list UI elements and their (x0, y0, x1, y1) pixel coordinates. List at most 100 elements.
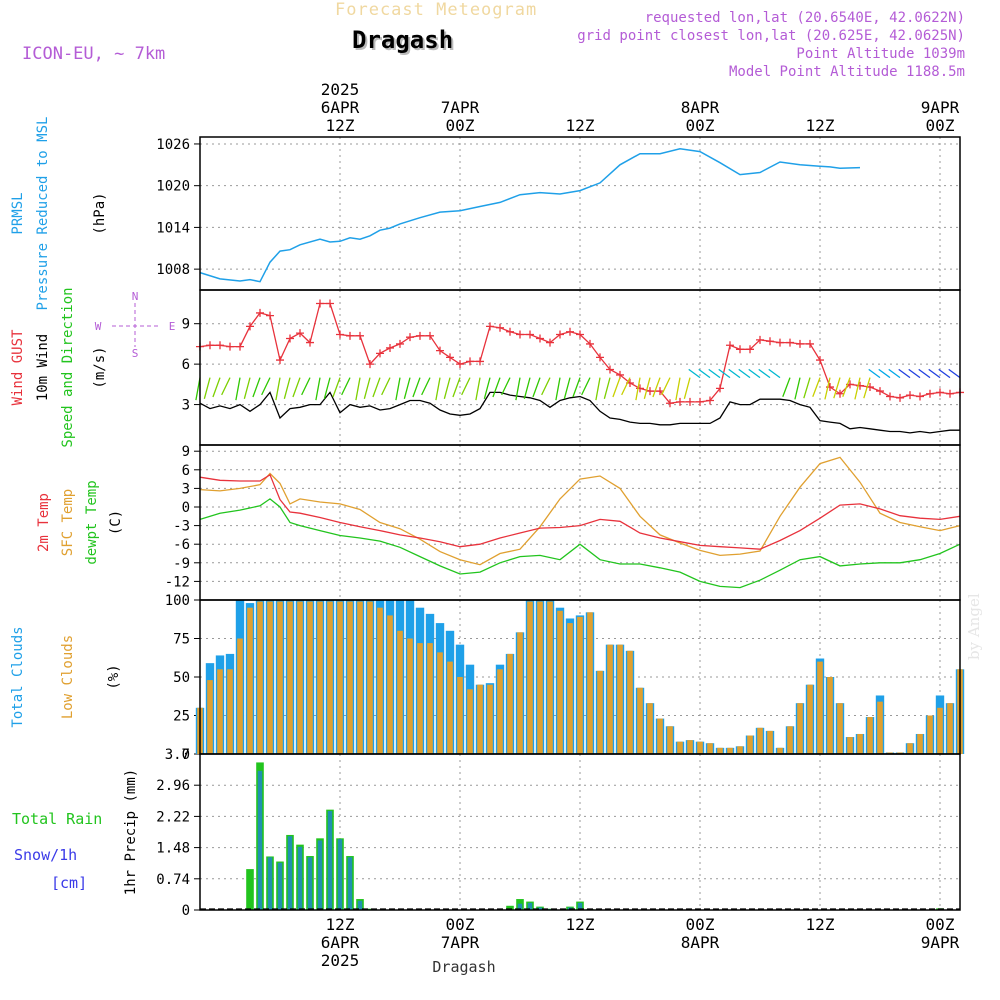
gust-marker (916, 392, 924, 401)
wind-direction-arrow (748, 368, 761, 379)
gust-marker (506, 327, 514, 336)
top-time-label: 2025 (321, 80, 360, 99)
gust-marker (226, 342, 234, 351)
low-cloud-bar (567, 623, 573, 754)
gust-marker (466, 357, 474, 366)
low-cloud-bar (467, 689, 473, 754)
wind-direction-arrow (908, 368, 921, 379)
gust-marker (436, 346, 444, 355)
low-cloud-bar (907, 743, 913, 754)
rain-legend-label: Total Rain (12, 810, 102, 828)
wind-direction-arrow (812, 377, 821, 398)
wind-direction-arrow (652, 377, 661, 398)
low-cloud-bar (857, 733, 863, 754)
wind-direction-arrow (203, 377, 211, 399)
wind-direction-arrow (878, 368, 891, 379)
low-cloud-bar (667, 726, 673, 754)
bottom-time-label: 8APR (681, 933, 720, 952)
low-cloud-bar (277, 601, 283, 754)
low-cloud-bar (607, 644, 613, 754)
gust-marker (756, 335, 764, 344)
gust-marker (876, 387, 884, 396)
low-cloud-bar (687, 740, 693, 754)
low-cloud-bar (347, 601, 353, 754)
gust-marker (666, 399, 674, 408)
top-time-label: 8APR (681, 98, 720, 117)
y-axis-label: (m/s) (92, 346, 108, 388)
gust-marker (906, 391, 914, 400)
y-tick-label: 2.96 (156, 778, 190, 794)
gust-marker (936, 388, 944, 397)
gust-marker (366, 360, 374, 369)
bottom-time-label: 00Z (446, 915, 475, 934)
low-cloud-bar (237, 638, 243, 754)
low-cloud-bar (297, 601, 303, 754)
y-tick-label: 1.48 (156, 841, 190, 857)
gust-marker (206, 341, 214, 350)
low-cloud-bar (217, 669, 223, 754)
gust-marker (836, 389, 844, 398)
wind-direction-arrow (435, 377, 441, 401)
wind-direction-arrow (612, 377, 621, 398)
low-cloud-bar (377, 607, 383, 754)
low-cloud-bar (417, 643, 423, 754)
low-cloud-bar (227, 669, 233, 754)
snow-bar (527, 902, 533, 910)
gust-marker (736, 345, 744, 354)
wind-direction-arrow (888, 368, 901, 379)
low-cloud-bar (877, 701, 883, 754)
gust-marker (596, 353, 604, 362)
compass-south: S (132, 347, 139, 360)
y-axis-label: PRMSL (10, 192, 26, 234)
gust-marker (336, 330, 344, 339)
gust-marker (766, 337, 774, 346)
gust-marker (556, 330, 564, 339)
wind-direction-arrow (501, 377, 511, 396)
top-time-label: 00Z (926, 116, 955, 135)
wind-direction-arrow (581, 377, 591, 396)
bottom-location-label: Dragash (432, 958, 495, 976)
gust-marker (926, 389, 934, 398)
y-tick-label: 9 (182, 444, 190, 460)
y-tick-label: -6 (173, 537, 190, 553)
bottom-time-label: 6APR (321, 933, 360, 952)
gust-marker (536, 334, 544, 343)
gust-marker (716, 384, 724, 393)
wind-direction-arrow (475, 377, 481, 401)
gust-marker (446, 353, 454, 362)
y-tick-label: -3 (173, 519, 190, 535)
wind-direction-arrow (341, 377, 351, 396)
gust-marker (696, 397, 704, 406)
low-cloud-bar (407, 638, 413, 754)
gust-marker (676, 397, 684, 406)
gust-marker (316, 299, 324, 308)
y-axis-label: Speed and Direction (60, 287, 76, 447)
gust-marker (646, 387, 654, 396)
grid-point-coordinates: grid point closest lon,lat (20.625E, 42.… (577, 28, 965, 44)
wind-direction-arrow (833, 377, 841, 399)
gust-marker (396, 339, 404, 348)
low-cloud-bar (647, 703, 653, 754)
y-axis-label: 10m Wind (35, 334, 51, 401)
y-tick-label: 75 (173, 632, 190, 648)
wind-direction-arrow (372, 377, 381, 398)
low-cloud-bar (207, 680, 213, 754)
low-cloud-bar (797, 703, 803, 754)
wind-direction-arrow (275, 377, 281, 401)
gust-marker (886, 392, 894, 401)
requested-coordinates: requested lon,lat (20.6540E, 42.0622N) (644, 10, 965, 26)
top-time-label: 12Z (326, 116, 355, 135)
low-cloud-bar (947, 703, 953, 754)
low-cloud-bar (487, 684, 493, 754)
gust-marker (856, 381, 864, 390)
low-cloud-bar (537, 601, 543, 754)
low-cloud-bar (937, 707, 943, 754)
low-cloud-bar (827, 677, 833, 754)
gust-marker (246, 322, 254, 331)
wind-direction-arrow (728, 368, 741, 379)
top-time-label: 7APR (441, 98, 480, 117)
low-cloud-bar (447, 661, 453, 754)
wind-speed-line (199, 391, 960, 434)
y-tick-label: 6 (182, 357, 190, 373)
